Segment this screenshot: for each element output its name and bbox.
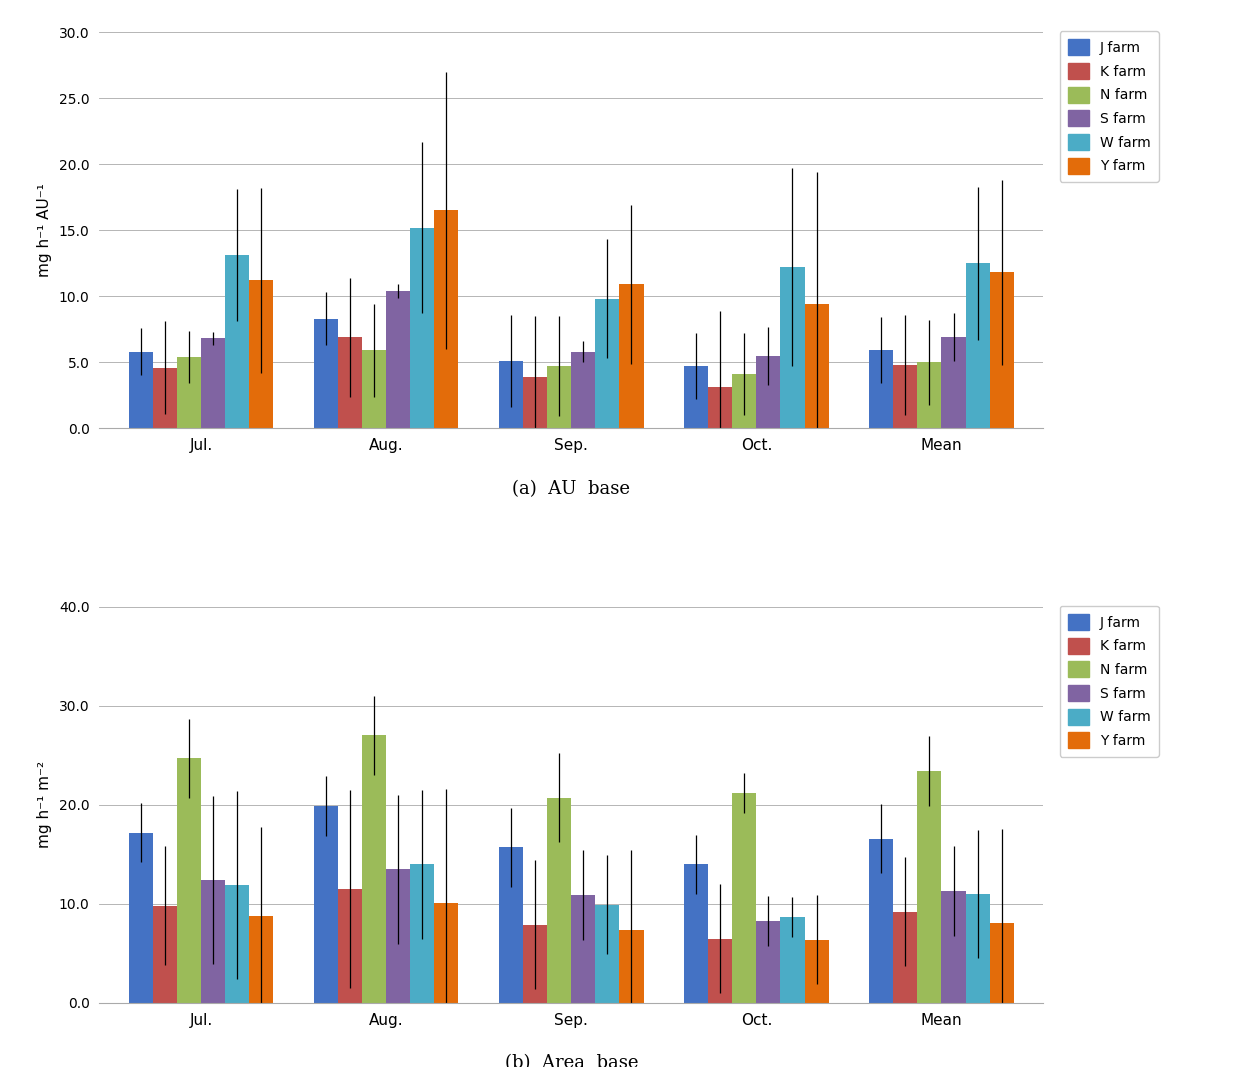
Bar (869, 350, 893, 428)
Bar (780, 917, 805, 1003)
Bar (548, 366, 571, 428)
Bar (548, 798, 571, 1003)
Bar (386, 291, 410, 428)
Bar (965, 894, 990, 1003)
Bar (338, 337, 363, 428)
Bar (410, 227, 435, 428)
Text: (a)  AU  base: (a) AU base (512, 480, 631, 498)
Bar (990, 272, 1013, 428)
Bar (941, 891, 965, 1003)
Bar (129, 832, 153, 1003)
Bar (201, 880, 225, 1003)
Bar (363, 735, 386, 1003)
Bar (435, 210, 458, 428)
Bar (708, 387, 733, 428)
Bar (708, 939, 733, 1003)
Bar (918, 363, 941, 428)
Bar (201, 338, 225, 428)
Bar (178, 357, 201, 428)
Legend: J farm, K farm, N farm, S farm, W farm, Y farm: J farm, K farm, N farm, S farm, W farm, … (1059, 31, 1159, 182)
Bar (595, 905, 620, 1003)
Bar (893, 912, 918, 1003)
Bar (314, 806, 338, 1003)
Bar (733, 793, 756, 1003)
Bar (499, 361, 523, 428)
Bar (620, 284, 643, 428)
Bar (178, 759, 201, 1003)
Bar (410, 864, 435, 1003)
Bar (225, 885, 250, 1003)
Bar (990, 923, 1013, 1003)
Bar (250, 915, 273, 1003)
Bar (941, 337, 965, 428)
Bar (805, 304, 828, 428)
Bar (684, 864, 708, 1003)
Bar (571, 895, 595, 1003)
Legend: J farm, K farm, N farm, S farm, W farm, Y farm: J farm, K farm, N farm, S farm, W farm, … (1059, 606, 1159, 757)
Bar (363, 350, 386, 428)
Bar (523, 925, 548, 1003)
Bar (869, 839, 893, 1003)
Bar (684, 366, 708, 428)
Y-axis label: mg h⁻¹ m⁻²: mg h⁻¹ m⁻² (37, 761, 52, 848)
Y-axis label: mg h⁻¹ AU⁻¹: mg h⁻¹ AU⁻¹ (37, 184, 52, 277)
Text: (b)  Area  base: (b) Area base (504, 1054, 638, 1067)
Bar (153, 367, 178, 428)
Bar (965, 264, 990, 428)
Bar (893, 365, 918, 428)
Bar (435, 903, 458, 1003)
Bar (805, 940, 828, 1003)
Bar (756, 355, 780, 428)
Bar (386, 870, 410, 1003)
Bar (225, 255, 250, 428)
Bar (338, 889, 363, 1003)
Bar (620, 929, 643, 1003)
Bar (499, 847, 523, 1003)
Bar (153, 906, 178, 1003)
Bar (129, 352, 153, 428)
Bar (314, 319, 338, 428)
Bar (780, 267, 805, 428)
Bar (571, 352, 595, 428)
Bar (733, 375, 756, 428)
Bar (756, 921, 780, 1003)
Bar (250, 281, 273, 428)
Bar (918, 771, 941, 1003)
Bar (523, 377, 548, 428)
Bar (595, 299, 620, 428)
